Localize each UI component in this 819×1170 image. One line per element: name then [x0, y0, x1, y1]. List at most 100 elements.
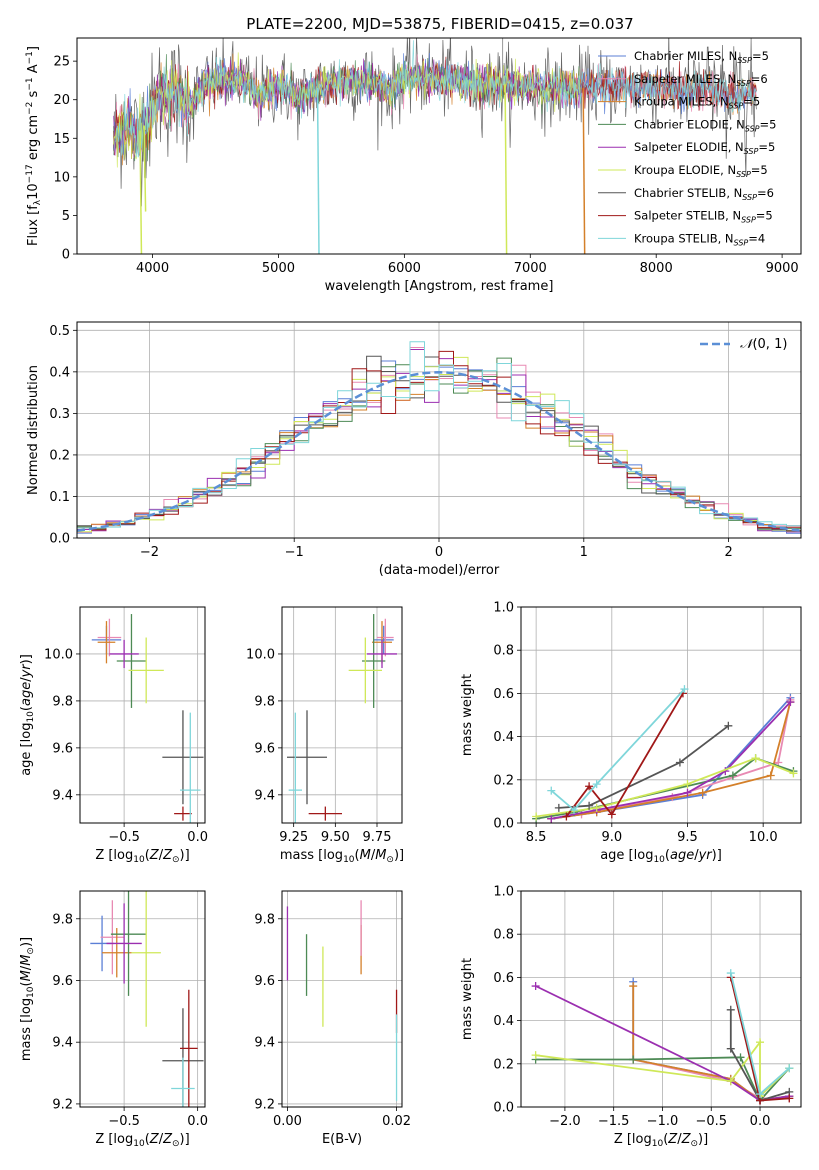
y-tick-label: 0.8 — [493, 928, 514, 943]
series-line-salpeter-stelib — [565, 692, 684, 818]
y-tick-label: 9.2 — [254, 1097, 275, 1112]
y-axis-label: age [log10(age/yr)] — [19, 654, 36, 776]
x-tick-label: 9000 — [766, 261, 799, 276]
data-point-marker — [680, 685, 689, 694]
data-point-marker — [531, 1051, 540, 1060]
data-point-marker — [554, 803, 563, 812]
x-tick-label: 0.0 — [750, 1114, 771, 1129]
axes-frame — [76, 37, 802, 255]
axes-frame — [520, 606, 802, 824]
y-tick-label: 9.6 — [52, 974, 73, 989]
y-tick-label: 0.4 — [493, 730, 514, 745]
y-tick-label: 0.4 — [49, 365, 70, 380]
data-point-marker — [547, 786, 556, 795]
plot-area — [531, 969, 794, 1105]
age-vs-mass-chart: 9.25 9.50 9.75 9.4 9.6 9.8 10.0 mass [log10(M/M… — [246, 606, 404, 865]
y-tick-label: 0 — [62, 248, 70, 263]
data-point-marker — [728, 771, 737, 780]
y-tick-label: 9.4 — [254, 788, 275, 803]
y-tick-label: 9.2 — [52, 1097, 73, 1112]
x-tick-label: 10.0 — [749, 830, 778, 845]
data-point-marker — [756, 1090, 765, 1099]
x-tick-label: 9.25 — [279, 830, 308, 845]
data-point-marker — [629, 982, 638, 991]
x-tick-label: 9.0 — [601, 830, 622, 845]
series-line-salpeter-elodie — [535, 985, 790, 1102]
y-tick-label: 15 — [53, 132, 70, 147]
data-point-marker — [698, 788, 707, 797]
x-tick-label: 0 — [435, 545, 443, 560]
y-tick-label: 9.8 — [254, 694, 275, 709]
spectrum-legend: Chabrier MILES, NSSP=5 Salpeter MILES, NS… — [598, 49, 776, 247]
data-point-marker — [756, 1038, 765, 1047]
data-point-marker — [724, 721, 733, 730]
x-tick-label: −0.5 — [108, 1114, 140, 1129]
x-axis-label: (data-model)/error — [379, 563, 500, 578]
y-axis-label: mass [log10(M/M⊙)] — [19, 937, 36, 1061]
x-tick-label: −1.5 — [598, 1114, 630, 1129]
x-tick-label: −1.0 — [647, 1114, 679, 1129]
series-line-salpeter-elodie — [551, 701, 792, 820]
data-point-marker — [592, 780, 601, 789]
axes-frame — [79, 606, 206, 824]
data-point-marker — [766, 771, 775, 780]
axes-frame — [520, 890, 802, 1108]
y-tick-label: 0.2 — [49, 448, 70, 463]
x-tick-label: 9.75 — [363, 830, 392, 845]
data-point-marker — [785, 1064, 794, 1073]
normal-reference-curve — [77, 371, 801, 532]
data-point-marker — [736, 1053, 745, 1062]
y-tick-label: 9.6 — [254, 974, 275, 989]
y-tick-label: 0.6 — [493, 971, 514, 986]
y-tick-label: 10 — [53, 170, 70, 185]
data-point-marker — [789, 769, 798, 778]
y-tick-label: 0.3 — [49, 407, 70, 422]
spectrum-line-kroupa-elodie — [113, 52, 581, 168]
y-tick-label: 0.6 — [493, 687, 514, 702]
data-point-marker — [629, 1055, 638, 1064]
legend-entry: Salpeter ELODIE, NSSP=5 — [634, 140, 775, 156]
plot-area — [286, 900, 398, 1101]
y-tick-label: 20 — [53, 93, 70, 108]
y-tick-label: 1.0 — [493, 885, 514, 900]
x-tick-label: 8.5 — [526, 830, 547, 845]
data-point-marker — [562, 812, 571, 821]
y-tick-label: 9.4 — [52, 788, 73, 803]
y-tick-label: 0.4 — [493, 1014, 514, 1029]
data-point-marker — [547, 814, 556, 823]
mass-vs-metallicity-chart: −0.5 0.0 9.2 9.4 9.6 9.8 Z [log10(Z/Z⊙)] mass [… — [19, 890, 208, 1149]
plot-area — [287, 614, 397, 823]
data-point-marker — [585, 782, 594, 791]
series-line-kroupa-elodie — [535, 757, 794, 818]
y-tick-label: 0.1 — [49, 490, 70, 505]
weight-vs-age-chart: 8.5 9.0 9.5 10.0 0.0 0.2 0.4 0.6 0.8 1.0 age [log1… — [460, 601, 802, 865]
axes-frame — [281, 606, 403, 824]
plot-area — [532, 685, 798, 823]
figure-title: PLATE=2200, MJD=53875, FIBERID=0415, z=0… — [246, 15, 633, 33]
plot-area — [90, 891, 204, 1107]
x-axis-label: age [log10(age/yr)] — [600, 848, 722, 865]
data-point-marker — [726, 1077, 735, 1086]
plot-area — [113, 38, 757, 254]
data-point-marker — [786, 698, 795, 707]
x-tick-label: 1 — [580, 545, 588, 560]
y-tick-label: 25 — [53, 55, 70, 70]
spectrum-line-kroupa-stelib — [113, 40, 757, 158]
data-point-marker — [675, 758, 684, 767]
series-line-kroupa-stelib — [550, 688, 686, 812]
spectrum-absorption-dip — [316, 87, 320, 254]
data-point-marker — [726, 969, 735, 978]
x-tick-label: 6000 — [388, 261, 421, 276]
x-axis-label: Z [log10(Z/Z⊙)] — [95, 1132, 189, 1149]
x-tick-label: 2 — [724, 545, 732, 560]
y-tick-label: 9.4 — [52, 1036, 73, 1051]
y-tick-label: 1.0 — [493, 601, 514, 616]
y-axis-label: mass weight — [460, 674, 475, 756]
y-tick-label: 0.0 — [493, 817, 514, 832]
x-tick-label: 4000 — [136, 261, 169, 276]
y-tick-label: 9.8 — [52, 694, 73, 709]
x-tick-label: −2 — [140, 545, 159, 560]
y-tick-label: 0.5 — [49, 324, 70, 339]
histogram-kroupa-stelib — [77, 341, 801, 536]
y-tick-label: 9.8 — [52, 912, 73, 927]
